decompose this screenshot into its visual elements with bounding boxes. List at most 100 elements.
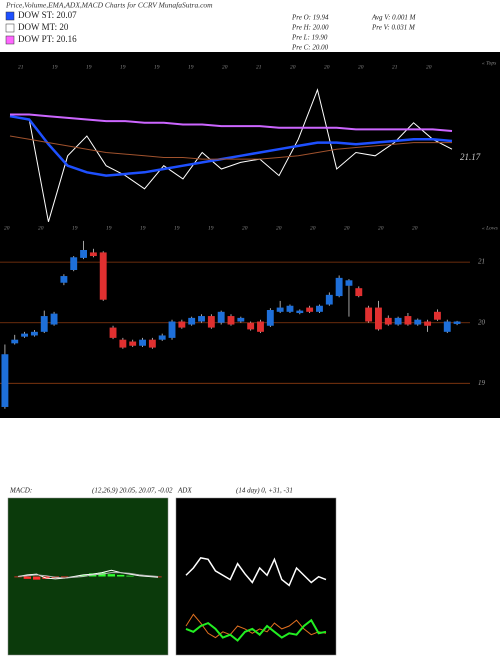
candle-body (384, 317, 392, 325)
candle-body (345, 280, 353, 286)
line-macd (17, 569, 159, 580)
legend-swatch (5, 11, 15, 21)
histogram-bar (23, 576, 31, 579)
candle-body (394, 317, 402, 325)
histogram-bar (14, 576, 22, 578)
candle-body (316, 305, 323, 312)
candle-body (286, 305, 294, 312)
line-price (9, 88, 453, 222)
stat: Avg V: 0.001 M (371, 14, 417, 22)
adx-subtitle: (14 day) 0, +31, -31 (236, 487, 293, 495)
candle-body (50, 313, 58, 325)
candle-body (404, 316, 412, 325)
candle-body (365, 307, 373, 322)
legend-swatch (5, 35, 15, 45)
candle-body (424, 321, 432, 326)
candle-body (433, 311, 441, 320)
candle-body (11, 339, 19, 344)
legend-label: DOW MT: 20 (18, 22, 69, 32)
top-label: 19 (120, 64, 126, 70)
low-label: 19 (72, 225, 78, 231)
stat: Pre V: 0.031 M (371, 24, 416, 32)
candle-body (414, 319, 422, 325)
candle-body (453, 321, 461, 324)
candle-body (237, 317, 245, 322)
low-label: 19 (106, 225, 112, 231)
top-label: 20 (358, 64, 364, 70)
candle-body (296, 310, 304, 314)
top-label: 19 (52, 64, 58, 70)
candle-body (80, 250, 87, 258)
candle-body (276, 307, 284, 312)
low-label: 20 (38, 225, 44, 231)
low-label: 19 (208, 225, 214, 231)
low-label: 20 (344, 225, 350, 231)
candle-body (257, 321, 264, 332)
legend-label: DOW PT: 20.16 (18, 34, 77, 44)
histogram-bar (126, 575, 134, 577)
legend-swatch (5, 23, 15, 33)
stat: Pre H: 20.00 (291, 24, 329, 32)
top-label: 20 (222, 64, 228, 70)
candle-body (335, 277, 343, 297)
legend-label: DOW ST: 20.07 (18, 10, 77, 20)
low-label: 20 (310, 225, 316, 231)
line-ema-short (9, 114, 453, 177)
macd-subtitle: (12,26,9) 20.05, 20.07, -0.02 (92, 487, 173, 495)
candle-body (21, 333, 29, 337)
low-label: 20 (276, 225, 282, 231)
y-tick-label: 19 (478, 379, 486, 387)
line-ema-mid (9, 135, 452, 160)
candle-body (247, 322, 255, 330)
histogram-bar (107, 574, 115, 577)
line-adx (185, 557, 327, 587)
low-label: 19 (140, 225, 146, 231)
candle-body (70, 257, 78, 270)
top-label: 20 (426, 64, 432, 70)
y-tick-label: 20 (478, 318, 486, 326)
line-ema-long (10, 113, 453, 133)
line-signal (17, 572, 159, 579)
candle-body (30, 331, 38, 336)
candle-body (217, 311, 225, 323)
candle-body (119, 339, 127, 348)
top-label: 19 (188, 64, 194, 70)
low-label: 19 (174, 225, 180, 231)
candle-body (148, 339, 156, 348)
candle-body (266, 310, 274, 326)
candle-body (89, 252, 97, 257)
low-label: 20 (4, 225, 10, 231)
annotation: 21.17 (460, 152, 481, 162)
top-label: 20 (290, 64, 296, 70)
candle-body (1, 354, 9, 407)
top-label: 21 (392, 64, 398, 70)
candle-body (375, 307, 382, 330)
line-minus-di (185, 618, 327, 642)
candle-body (168, 321, 176, 338)
y-tick-label: 21 (478, 258, 485, 266)
histogram-bar (79, 574, 87, 577)
lows-label: « Lows (482, 225, 498, 231)
adx-title: ADX (177, 487, 192, 495)
candle-body (227, 316, 235, 325)
candle-body (306, 307, 314, 312)
histogram-bar (117, 574, 125, 577)
candle-body (158, 335, 166, 340)
main-background (0, 52, 500, 418)
candle-body (109, 327, 117, 338)
chart-title: Price,Volume,EMA,ADX,MACD Charts for CCR… (5, 1, 213, 10)
candle-body (60, 276, 68, 283)
low-label: 20 (412, 225, 418, 231)
top-label: 19 (154, 64, 160, 70)
macd-title: MACD: (9, 487, 32, 495)
stat: Pre C: 20.00 (291, 44, 329, 52)
top-label: 19 (86, 64, 92, 70)
candle-body (99, 252, 107, 300)
tops-label: « Tops (482, 60, 496, 66)
candle-body (139, 339, 146, 346)
histogram-bar (33, 576, 41, 580)
candle-body (198, 316, 205, 322)
candle-body (40, 316, 48, 332)
low-label: 20 (242, 225, 248, 231)
